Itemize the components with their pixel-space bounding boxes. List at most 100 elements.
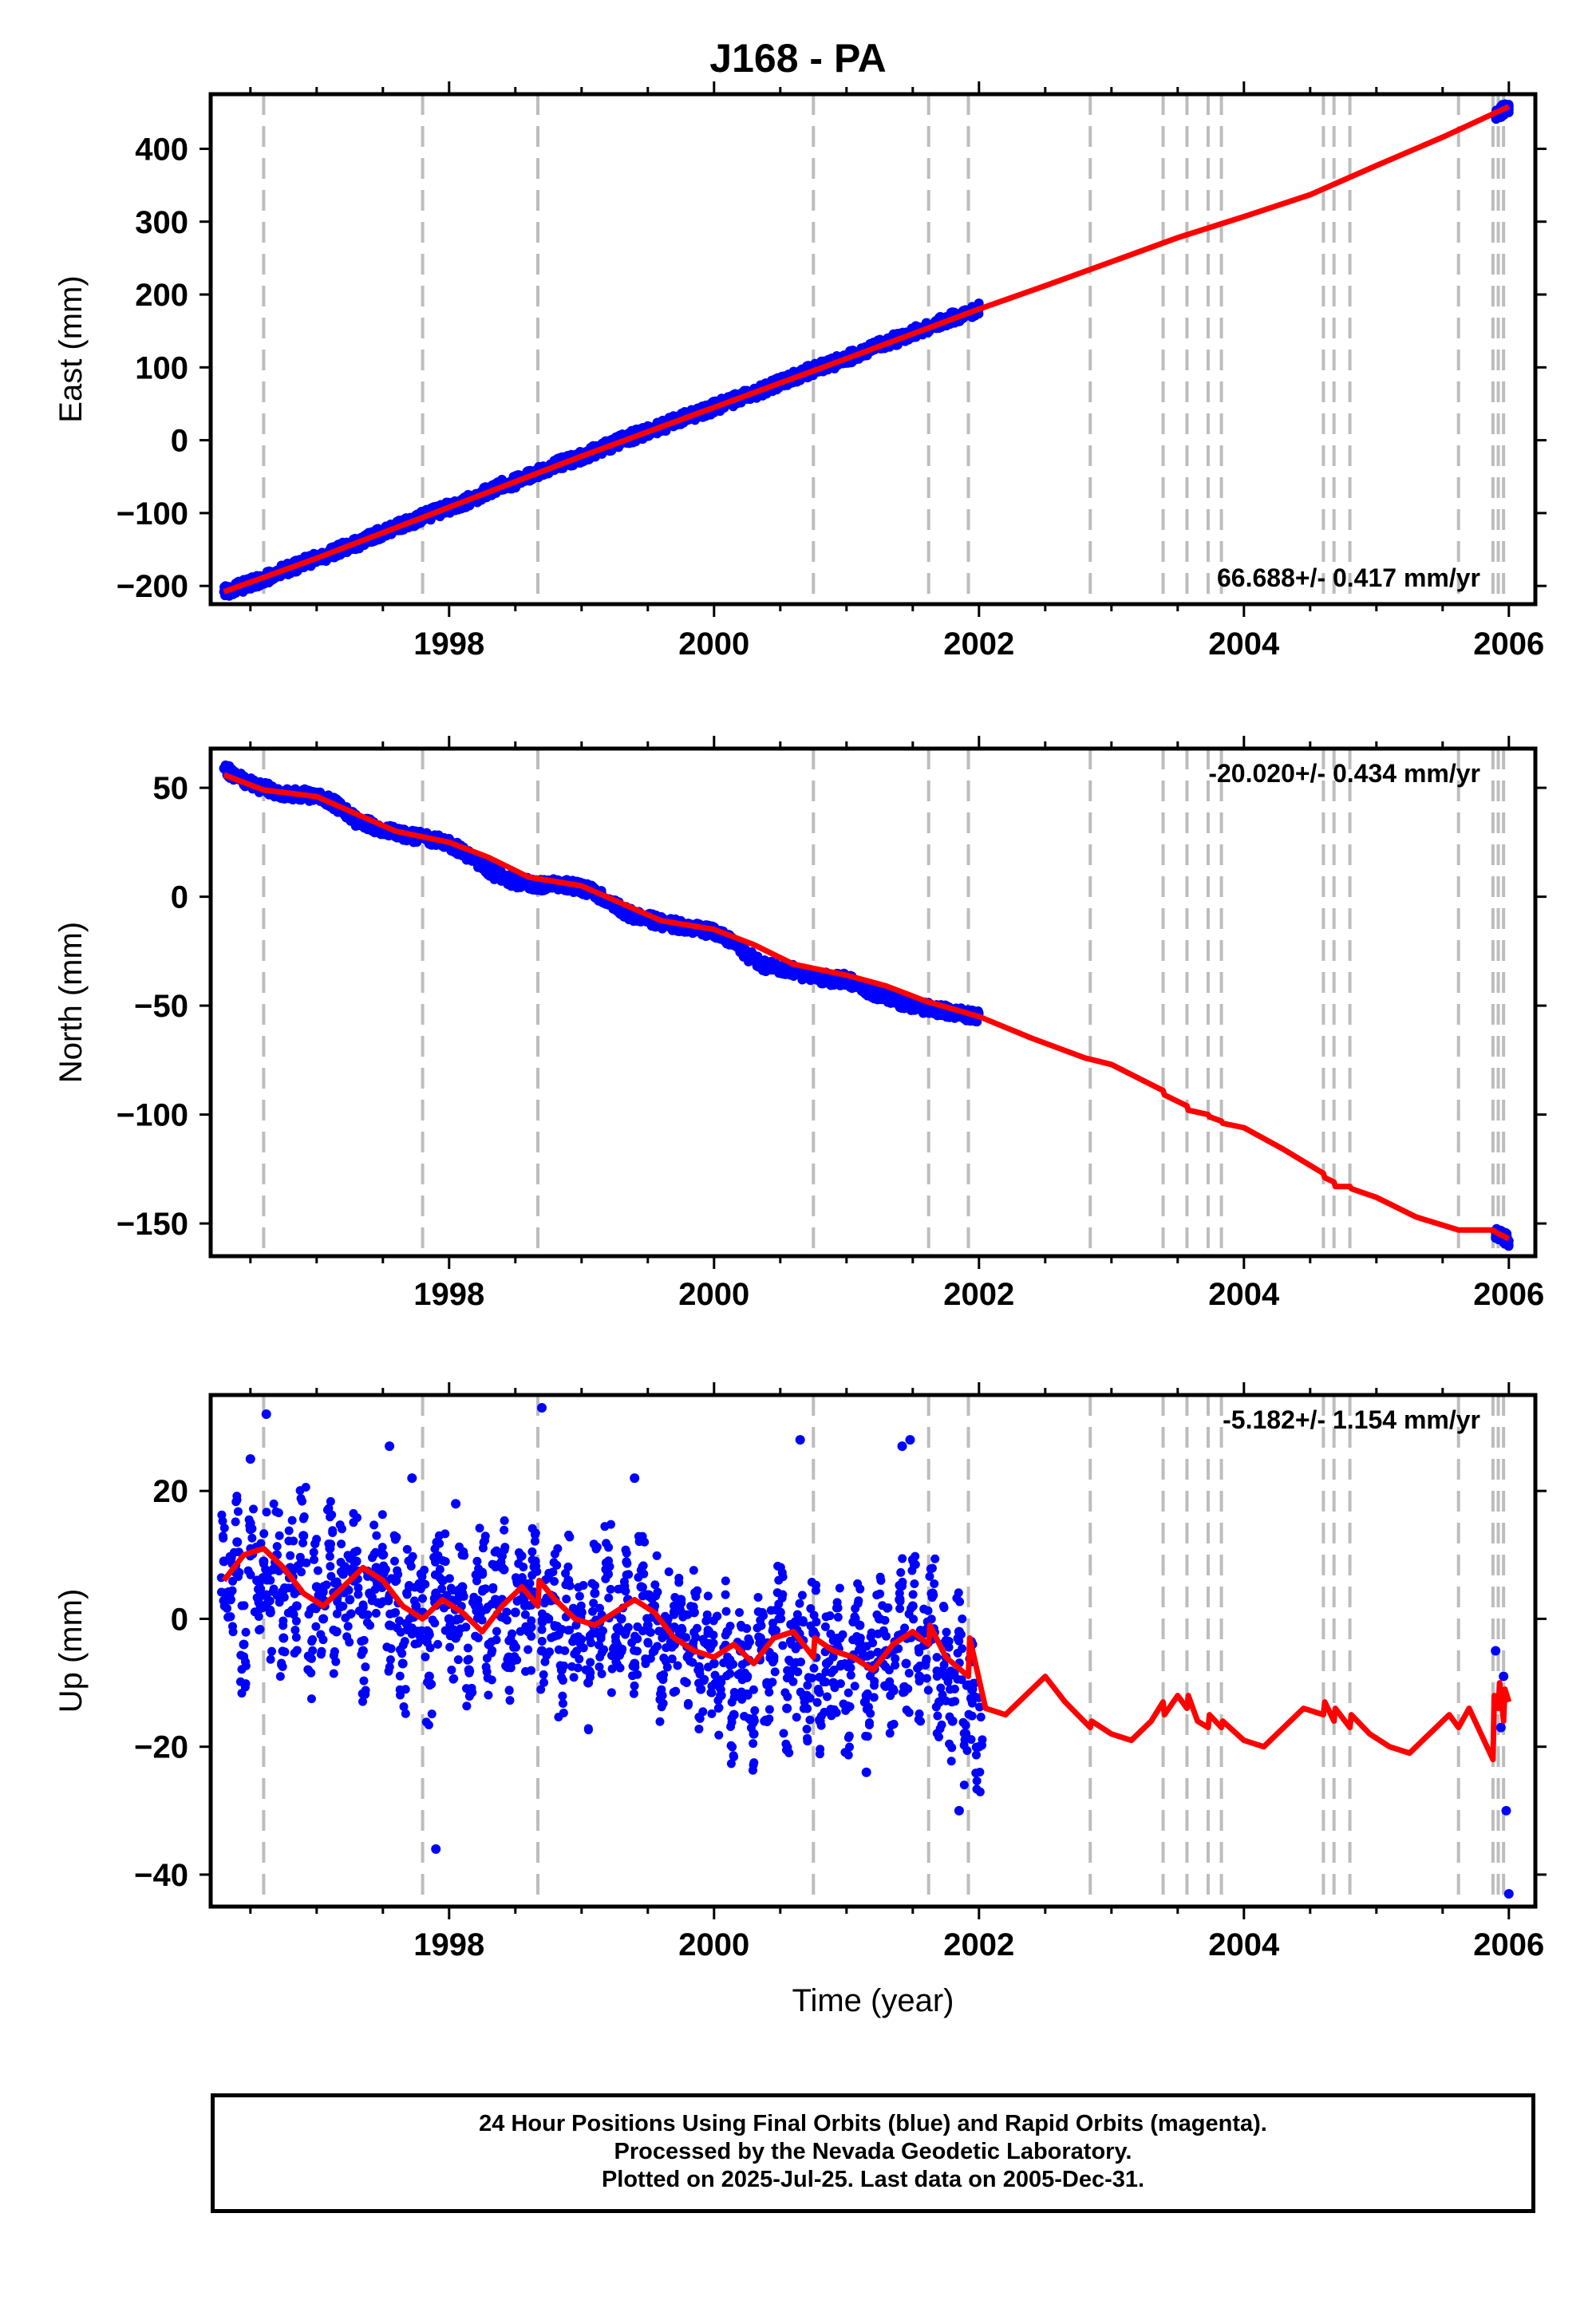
- data-point: [887, 1684, 898, 1694]
- data-point: [421, 1579, 430, 1589]
- data-point: [836, 1679, 845, 1689]
- data-point: [825, 1611, 835, 1621]
- data-point: [702, 1615, 712, 1625]
- data-point: [835, 980, 845, 990]
- data-point: [653, 1587, 662, 1597]
- plot-area: [219, 99, 1514, 601]
- data-point: [385, 1662, 394, 1672]
- data-point: [343, 1622, 353, 1631]
- data-point: [457, 1551, 467, 1560]
- data-point: [630, 1646, 639, 1655]
- data-point: [772, 1588, 782, 1598]
- data-point: [523, 1626, 534, 1637]
- data-point: [959, 1780, 969, 1790]
- data-point: [967, 1684, 978, 1694]
- data-point: [606, 1688, 616, 1697]
- data-point: [696, 1684, 706, 1694]
- data-point: [483, 1674, 492, 1683]
- data-point: [891, 1661, 900, 1670]
- y-tick-label: 0: [171, 424, 188, 459]
- data-point: [812, 1697, 822, 1707]
- data-point: [318, 1594, 327, 1603]
- data-point: [537, 1403, 547, 1413]
- data-point: [695, 1665, 705, 1674]
- y-axis-label: East (mm): [53, 275, 89, 422]
- data-point: [576, 1607, 587, 1618]
- data-point: [861, 1731, 871, 1741]
- data-point: [655, 1717, 665, 1726]
- data-point: [371, 1563, 381, 1573]
- data-point: [431, 1588, 441, 1599]
- data-point: [247, 1533, 257, 1543]
- data-point: [433, 1639, 443, 1649]
- data-point: [855, 981, 865, 991]
- data-point: [792, 1610, 802, 1619]
- data-point: [1491, 1646, 1501, 1656]
- data-point: [337, 1539, 346, 1549]
- x-tick-label: 2006: [1473, 1277, 1544, 1312]
- data-point: [559, 1708, 568, 1717]
- data-point: [218, 1516, 227, 1526]
- data-point: [361, 1686, 370, 1695]
- data-point: [1503, 1888, 1514, 1899]
- data-point: [484, 1639, 494, 1650]
- data-point: [269, 1499, 279, 1508]
- data-point: [932, 1653, 942, 1662]
- data-point: [954, 1588, 963, 1598]
- data-point: [475, 1524, 484, 1533]
- data-point: [919, 1604, 929, 1614]
- data-point: [554, 1645, 563, 1654]
- data-point: [481, 1605, 491, 1614]
- data-point: [530, 1536, 539, 1546]
- data-point: [778, 1641, 788, 1650]
- data-point: [372, 1531, 381, 1540]
- data-point: [277, 1658, 286, 1668]
- data-point: [961, 1729, 971, 1739]
- data-point: [846, 1670, 855, 1680]
- data-point: [358, 1646, 368, 1656]
- data-point: [326, 1512, 335, 1522]
- data-point: [822, 1692, 832, 1701]
- data-point: [451, 1499, 461, 1509]
- data-point: [854, 1645, 863, 1654]
- x-tick-label: 2000: [678, 626, 749, 662]
- data-point: [683, 1698, 693, 1708]
- data-point: [405, 1582, 414, 1592]
- data-point: [385, 1441, 395, 1452]
- data-point: [510, 876, 520, 887]
- data-point: [395, 1671, 405, 1681]
- data-point: [827, 1705, 836, 1715]
- data-point: [561, 1568, 571, 1578]
- data-point: [947, 1743, 957, 1753]
- data-point: [762, 1678, 772, 1688]
- model-line: [221, 1545, 1512, 1763]
- data-point: [895, 1604, 905, 1614]
- data-point: [843, 1733, 853, 1742]
- x-tick-label: 1998: [413, 1927, 484, 1962]
- y-tick-label: 300: [135, 205, 188, 240]
- data-point: [795, 1435, 805, 1445]
- data-point: [899, 1682, 909, 1692]
- data-point: [239, 1601, 249, 1611]
- data-point: [629, 1689, 638, 1698]
- data-point: [482, 1654, 492, 1663]
- data-point: [377, 1550, 388, 1560]
- data-point: [359, 1676, 369, 1686]
- data-point: [713, 1703, 723, 1713]
- data-point: [305, 1652, 315, 1662]
- data-point: [828, 1652, 838, 1662]
- data-point: [813, 1685, 823, 1694]
- data-point: [318, 1614, 329, 1624]
- data-point: [394, 1616, 404, 1626]
- data-point: [630, 1658, 640, 1669]
- data-point: [523, 1645, 533, 1654]
- data-point: [682, 1652, 693, 1662]
- data-point: [556, 1665, 567, 1675]
- data-point: [674, 1578, 684, 1587]
- data-point: [500, 1516, 509, 1525]
- data-point: [358, 1603, 368, 1612]
- data-point: [802, 1690, 812, 1701]
- data-point: [689, 1627, 699, 1637]
- data-point: [237, 1665, 247, 1674]
- data-point: [726, 1759, 736, 1769]
